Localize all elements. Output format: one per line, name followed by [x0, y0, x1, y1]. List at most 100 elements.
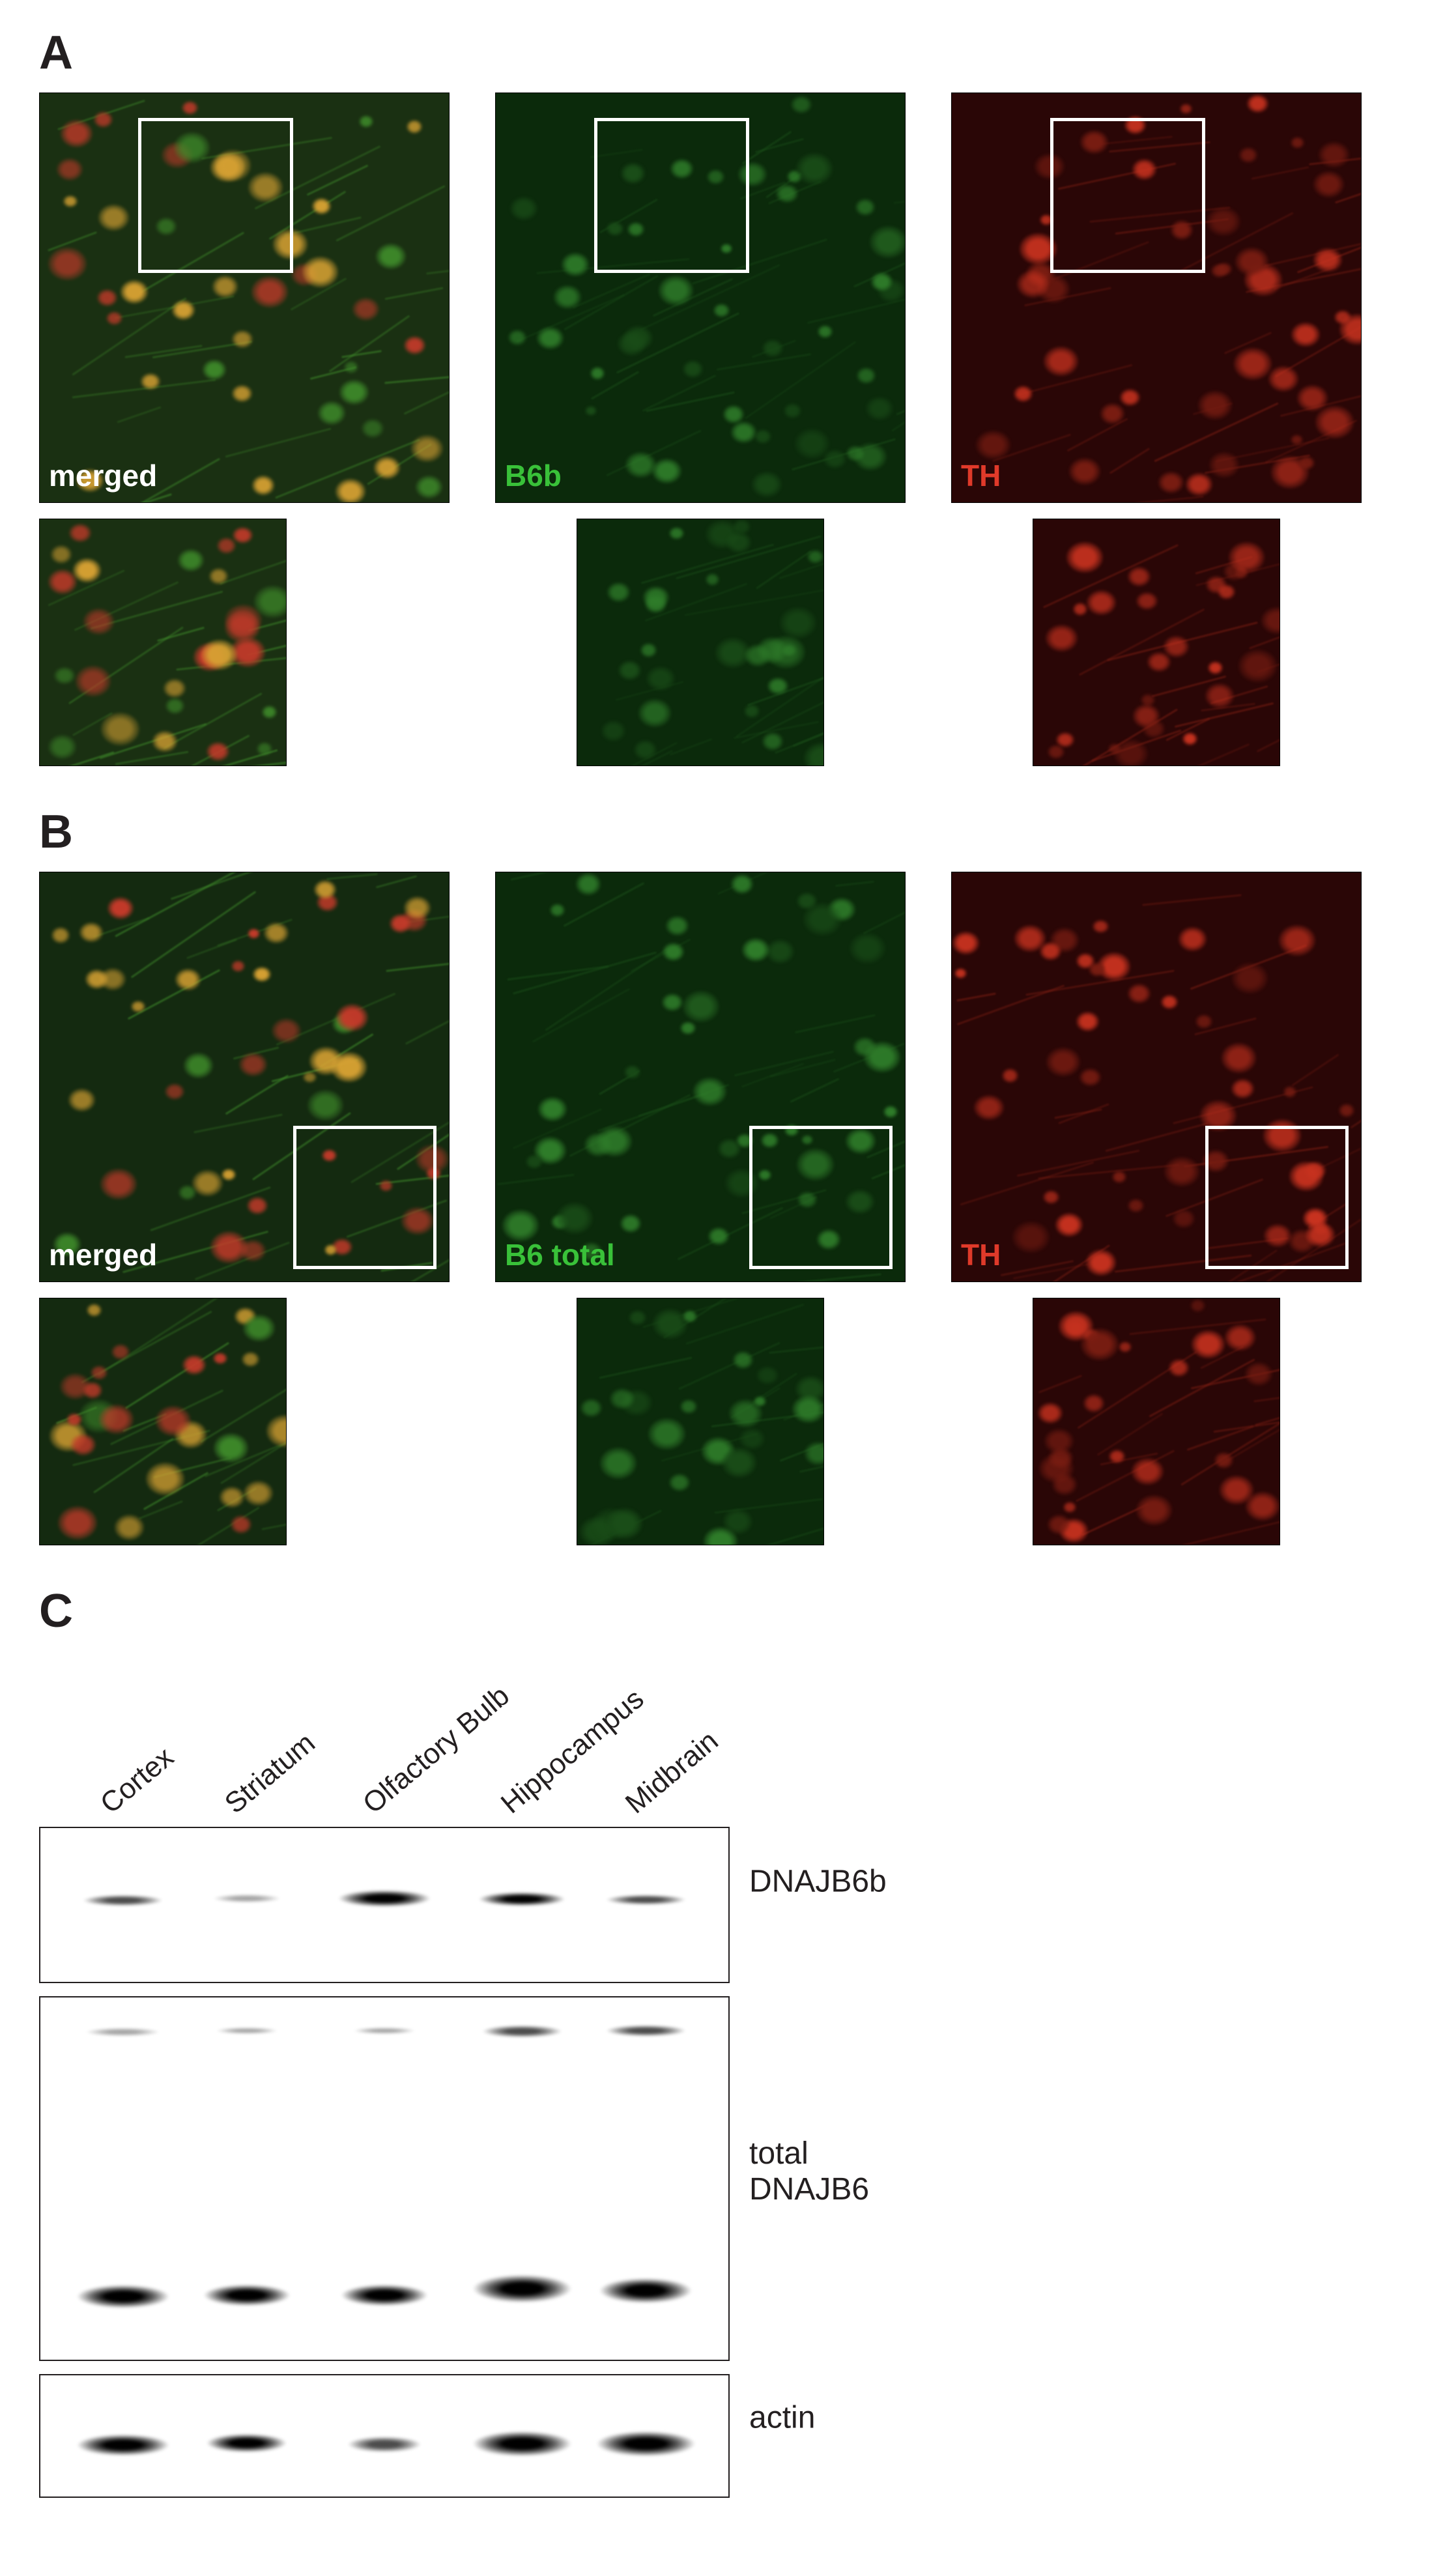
band — [202, 2430, 291, 2456]
fiber — [385, 287, 444, 300]
fiber — [717, 353, 812, 371]
fiber — [960, 1161, 1094, 1205]
cell-body — [584, 1133, 612, 1156]
cell-body — [634, 740, 657, 759]
cell-body — [1190, 1299, 1205, 1312]
cell-body — [646, 666, 675, 691]
blot-side-label: actin — [749, 2399, 815, 2435]
cell-body — [98, 205, 129, 231]
cell-body — [272, 1018, 301, 1043]
cell-body — [251, 276, 288, 308]
panel-c-letter: C — [39, 1584, 1391, 1638]
cell-body — [243, 1315, 275, 1341]
inset-micrograph-a-2 — [1033, 519, 1280, 766]
fiber — [1134, 496, 1204, 503]
cell-body — [214, 1433, 248, 1463]
cell-body — [864, 1042, 900, 1072]
micrograph-label: merged — [49, 1237, 157, 1272]
cell-body — [739, 1428, 764, 1450]
fiber — [1142, 894, 1242, 906]
fiber — [307, 164, 369, 195]
cell-body — [1182, 732, 1197, 745]
cell-body — [1132, 1458, 1163, 1485]
cell-body — [1261, 607, 1280, 635]
fiber — [642, 375, 717, 412]
band — [343, 2433, 426, 2455]
cell-body — [645, 595, 667, 614]
cell-body — [179, 1185, 196, 1200]
cell-body — [526, 1154, 543, 1169]
cell-body — [175, 969, 201, 990]
fiber — [599, 1356, 692, 1379]
panel-a-main-row: mergedB6bTH — [39, 93, 1391, 503]
fiber — [426, 266, 450, 274]
cell-body — [100, 968, 126, 990]
cell-body — [1164, 636, 1188, 657]
cell-body — [1315, 406, 1353, 438]
lane-header-striatum: Striatum — [219, 1726, 322, 1820]
fiber — [545, 947, 668, 1031]
fiber — [893, 185, 906, 204]
roi-box — [1205, 1126, 1349, 1269]
cell-body — [344, 361, 359, 373]
cell-body — [217, 537, 236, 554]
fiber — [193, 1113, 283, 1133]
cell-body — [744, 704, 760, 718]
cell-body — [1080, 1068, 1100, 1086]
cell-body — [756, 1366, 778, 1384]
cell-body — [510, 197, 538, 220]
cell-body — [76, 666, 111, 696]
cell-body — [1043, 1190, 1059, 1204]
cell-body — [1235, 248, 1268, 276]
cell-body — [336, 479, 365, 504]
cell-body — [1076, 1012, 1099, 1031]
fiber — [685, 1304, 804, 1345]
cell-body — [1063, 1502, 1076, 1513]
fiber — [1360, 1100, 1362, 1123]
fiber — [329, 315, 410, 373]
roi-box — [1050, 118, 1206, 274]
cell-body — [1128, 1199, 1145, 1213]
cell-body — [111, 1344, 130, 1360]
cell-body — [1206, 576, 1227, 594]
band — [594, 2273, 697, 2308]
cell-body — [562, 253, 589, 276]
micrograph-b-0: merged — [39, 872, 450, 1282]
micrograph-label: TH — [961, 458, 1001, 493]
cell-body — [1169, 1359, 1189, 1376]
cell-body — [620, 1214, 642, 1233]
fiber — [717, 872, 793, 895]
fiber — [1096, 1412, 1163, 1456]
cell-body — [954, 968, 967, 979]
fiber — [790, 1078, 840, 1103]
cell-body — [782, 644, 796, 656]
lane-header-row: CortexStriatumOlfactory BulbHippocampusM… — [39, 1651, 730, 1820]
cell-body — [91, 1366, 107, 1380]
cell-body — [359, 115, 373, 128]
cell-body — [1232, 963, 1268, 994]
cell-body — [652, 459, 681, 483]
micrograph-b-1: B6 total — [495, 872, 906, 1282]
cell-body — [94, 111, 113, 128]
cell-body — [266, 1415, 287, 1448]
cell-body — [1234, 348, 1272, 380]
cell-body — [1231, 1079, 1254, 1098]
cell-body — [318, 401, 345, 425]
cell-body — [1161, 995, 1179, 1010]
cell-body — [48, 735, 76, 758]
cell-body — [101, 713, 140, 746]
panel-c: C CortexStriatumOlfactory BulbHippocampu… — [39, 1584, 1391, 2511]
cell-body — [718, 1139, 741, 1158]
cell-body — [222, 1169, 235, 1181]
cell-body — [141, 373, 160, 390]
cell-body — [554, 285, 580, 308]
inset-slot — [495, 519, 906, 766]
cell-body — [79, 923, 103, 942]
inset-micrograph-b-1 — [577, 1298, 824, 1545]
cell-body — [1120, 389, 1140, 406]
actin-blot — [39, 2374, 730, 2498]
cell-body — [1136, 1495, 1172, 1526]
cell-body — [767, 678, 788, 695]
cell-body — [1044, 1429, 1074, 1453]
cell-body — [538, 1097, 567, 1121]
